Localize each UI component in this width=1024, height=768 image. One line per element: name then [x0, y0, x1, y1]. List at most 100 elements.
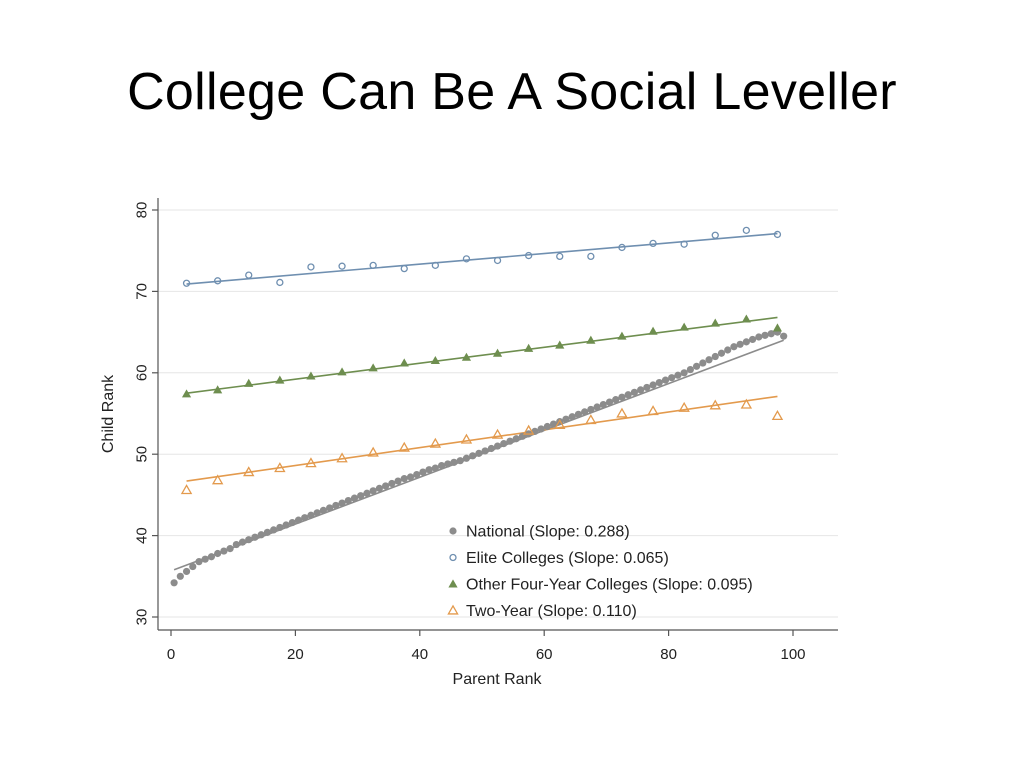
two-year-point	[305, 457, 317, 468]
two-year-fit-line	[186, 395, 778, 482]
national-point	[543, 422, 551, 431]
two-year-point	[585, 414, 597, 425]
national-point	[630, 388, 638, 396]
national-point	[736, 340, 744, 348]
national-point	[195, 558, 203, 566]
other-four-year-point	[275, 375, 285, 384]
national-point	[182, 567, 191, 576]
y-tick-label: 40	[133, 527, 150, 544]
national-point	[363, 489, 371, 497]
gridlines	[158, 209, 838, 618]
y-axis-label: Child Rank	[100, 374, 117, 453]
national-point	[637, 386, 645, 394]
axes	[157, 198, 838, 631]
national-point	[207, 553, 216, 561]
slide-title: College Can Be A Social Leveller	[127, 63, 897, 121]
national-point	[562, 415, 570, 423]
national-point	[338, 499, 346, 507]
national-point	[493, 442, 502, 450]
other-four-year-point	[306, 371, 316, 380]
legend-other-four-year-marker	[448, 579, 458, 588]
national-point	[444, 460, 452, 468]
two-year-point	[771, 410, 784, 421]
national-point	[332, 501, 340, 510]
x-tick-label: 0	[167, 646, 175, 663]
legend-two-year-marker	[447, 604, 459, 615]
y-tick-label: 30	[133, 609, 150, 626]
other-four-year-point	[368, 363, 378, 372]
legend-two-year-label: Two-Year (Slope: 0.110)	[466, 603, 637, 620]
national-point	[767, 330, 775, 338]
national-point	[692, 362, 701, 370]
x-tick-label: 80	[660, 646, 677, 663]
national-point	[251, 533, 259, 541]
national-point	[344, 496, 352, 505]
national-point	[587, 405, 595, 414]
national-point	[437, 461, 446, 470]
national-point	[381, 482, 390, 490]
two-year-point	[429, 437, 442, 448]
other-four-year-fit-line	[186, 316, 778, 394]
other-four-year-point	[181, 389, 192, 398]
national-point	[282, 521, 290, 529]
national-point	[780, 332, 788, 340]
axis-ticks: 30 40 50 60 70 80 0 20 40 60 80 100	[133, 202, 805, 663]
elite-point	[307, 263, 315, 271]
elite-point	[587, 252, 595, 261]
national-point	[599, 400, 607, 409]
national-point	[431, 464, 439, 472]
legend-elite-marker	[449, 553, 457, 562]
other-four-year-point	[710, 318, 720, 327]
national-point	[214, 549, 222, 558]
x-tick-label: 100	[780, 646, 805, 663]
two-year-point	[180, 484, 193, 495]
two-year-point	[398, 441, 410, 452]
x-axis-label: Parent Rank	[453, 671, 543, 688]
national-point	[232, 540, 240, 549]
national-point	[406, 473, 415, 481]
national-point	[263, 528, 272, 536]
national-point	[643, 383, 651, 392]
national-point	[276, 523, 284, 532]
national-point	[369, 487, 377, 495]
national-point	[500, 440, 508, 448]
national-point	[748, 335, 757, 344]
other-four-year-point	[772, 323, 783, 332]
national-point	[711, 352, 719, 361]
national-point	[394, 477, 402, 485]
national-point	[549, 420, 558, 428]
national-point	[326, 504, 334, 512]
other-four-year-point	[524, 343, 534, 352]
legend-other-four-year-label: Other Four-Year Colleges (Slope: 0.095)	[466, 577, 753, 594]
national-point	[730, 343, 738, 351]
elite-point	[525, 251, 533, 260]
elite-point	[400, 264, 408, 273]
national-point	[624, 391, 632, 399]
x-tick-label: 40	[411, 646, 428, 663]
national-point	[612, 396, 620, 404]
elite-fit-line	[186, 232, 778, 285]
elite-point	[556, 252, 564, 261]
national-point	[674, 371, 682, 379]
national-point	[761, 331, 769, 339]
national-point	[288, 518, 296, 527]
two-year-point	[647, 405, 659, 416]
elite-point	[369, 261, 377, 270]
other-four-year-point	[555, 340, 565, 349]
national-point	[294, 516, 303, 524]
x-tick-label: 60	[536, 646, 553, 663]
two-year-point	[678, 401, 690, 412]
two-year-point	[522, 424, 535, 435]
national-point	[238, 538, 247, 546]
national-point	[469, 452, 477, 460]
legend-national-marker	[449, 527, 457, 535]
other-four-year-point	[399, 358, 409, 367]
national-point	[201, 555, 209, 563]
national-point	[400, 475, 408, 483]
national-point	[388, 479, 396, 488]
national-point	[593, 403, 601, 411]
national-point	[724, 346, 732, 354]
national-point	[419, 468, 427, 476]
national-point	[313, 509, 321, 517]
